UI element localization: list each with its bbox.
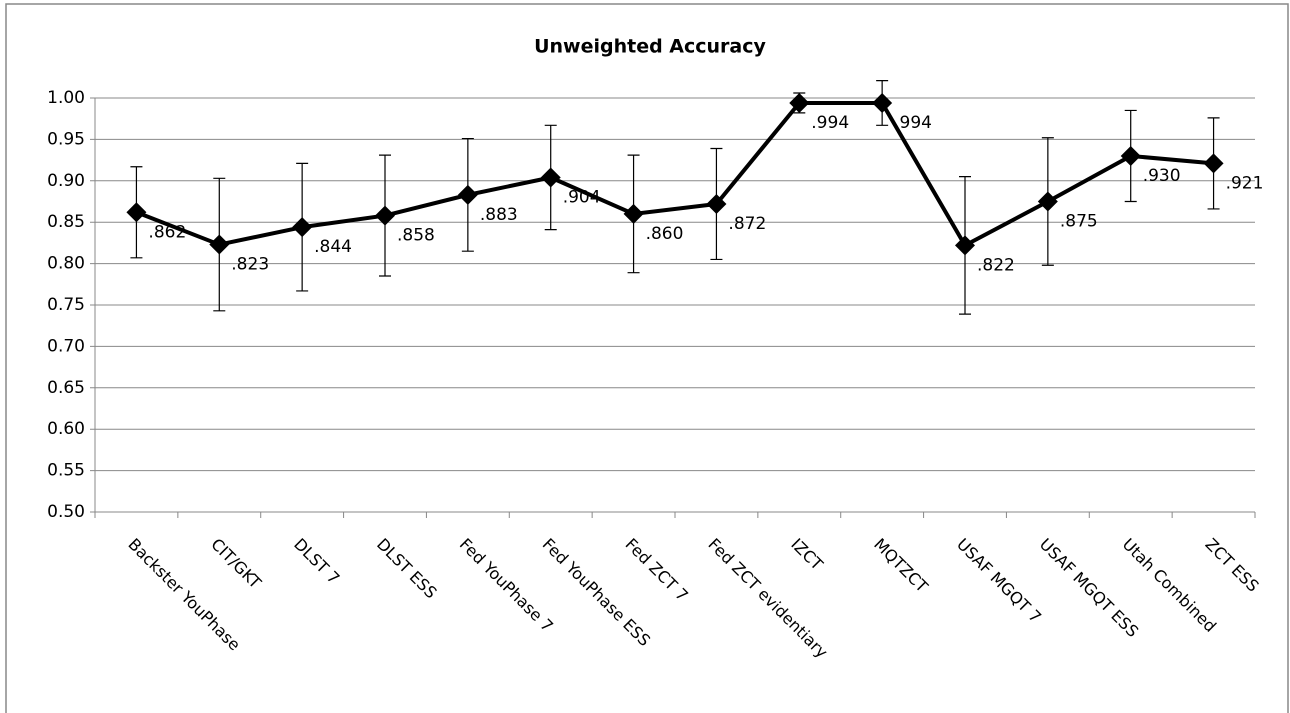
chart-border [5, 3, 1289, 713]
data-label: .921 [1226, 173, 1264, 193]
marker [209, 234, 230, 255]
y-tick-label: 0.55 [47, 461, 85, 481]
marker [457, 184, 478, 205]
marker [1203, 153, 1224, 174]
marker [1120, 145, 1141, 166]
chart-title: Unweighted Accuracy [534, 36, 766, 58]
marker [1037, 191, 1058, 212]
y-tick-label: 0.80 [47, 254, 85, 274]
data-label: .823 [231, 255, 269, 275]
data-label: .904 [563, 187, 601, 207]
marker [706, 193, 727, 214]
data-label: .858 [397, 226, 435, 246]
y-tick-label: 0.90 [47, 171, 85, 191]
y-tick-label: 1.00 [47, 88, 85, 108]
data-label: .860 [646, 224, 684, 244]
marker [789, 92, 810, 113]
data-label: .883 [480, 205, 518, 225]
marker [292, 217, 313, 238]
y-tick-label: 0.95 [47, 129, 85, 149]
y-tick-label: 0.60 [47, 419, 85, 439]
y-tick-label: 0.65 [47, 378, 85, 398]
marker [872, 92, 893, 113]
data-label: .930 [1143, 166, 1181, 186]
y-tick-label: 0.50 [47, 502, 85, 522]
marker [540, 167, 561, 188]
data-label: .862 [148, 222, 186, 242]
marker [126, 202, 147, 223]
marker [623, 203, 644, 224]
data-label: .872 [728, 214, 766, 234]
data-label: .822 [977, 255, 1015, 275]
y-tick-label: 0.85 [47, 212, 85, 232]
y-tick-label: 0.75 [47, 295, 85, 315]
data-label: .844 [314, 237, 352, 257]
data-label: .994 [811, 113, 849, 133]
data-label: .994 [894, 113, 932, 133]
y-tick-label: 0.70 [47, 336, 85, 356]
line [135, 100, 1214, 248]
marker [375, 205, 395, 226]
data-label: .875 [1060, 212, 1098, 232]
marker [955, 235, 975, 256]
